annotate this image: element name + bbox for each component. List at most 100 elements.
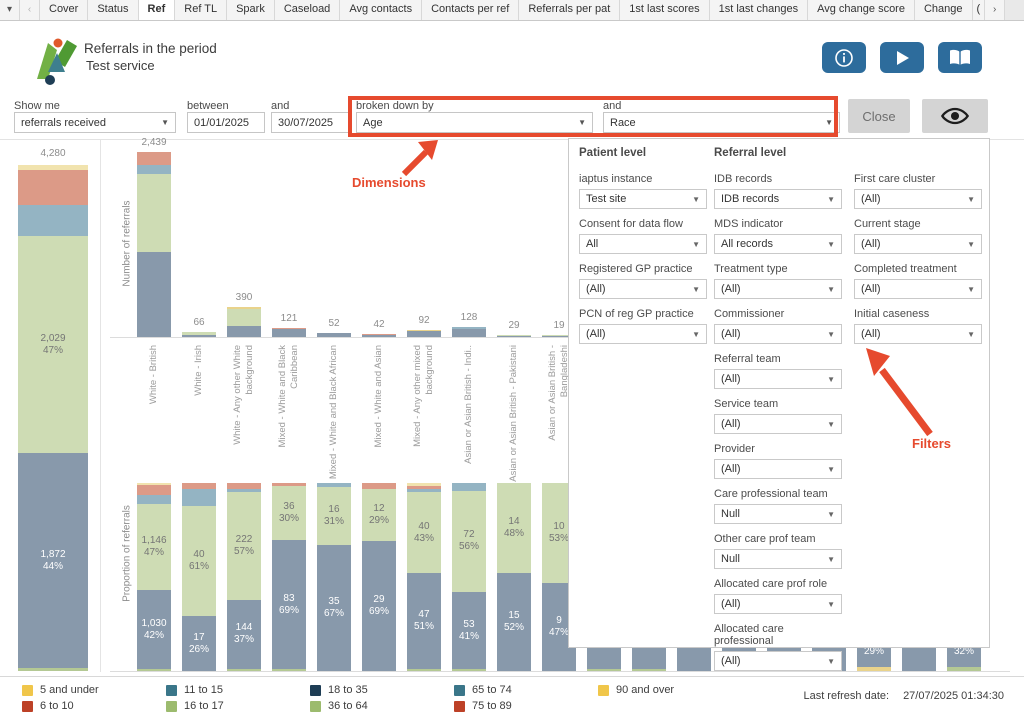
filter-field-value: (All): [586, 283, 606, 295]
legend-item-65-to-74[interactable]: 65 to 74: [454, 682, 598, 698]
filter-field-select[interactable]: (All) ▼: [714, 279, 842, 299]
tab-1st-last-scores[interactable]: 1st last scores: [620, 0, 710, 20]
upper-bar[interactable]: [272, 327, 306, 337]
upper-bar[interactable]: [182, 331, 216, 337]
book-icon: [950, 49, 970, 65]
lower-bar[interactable]: 222 57% 144 37%: [227, 483, 261, 671]
info-button[interactable]: [822, 42, 866, 73]
tab--[interactable]: (: [972, 0, 986, 20]
legend-item-75-to-89[interactable]: 75 to 89: [454, 698, 598, 714]
filter-field-label: Allocated care professional: [714, 623, 784, 647]
filter-field-select[interactable]: All records ▼: [714, 234, 842, 254]
tab-change[interactable]: Change: [914, 0, 973, 20]
lower-bar[interactable]: 40 43% 47 51%: [407, 483, 441, 671]
dimension-1-select[interactable]: Age ▼: [356, 112, 593, 133]
lower-bar[interactable]: 36 30% 83 69%: [272, 483, 306, 671]
bar-segment-greenSliver: [407, 669, 441, 671]
legend-item-18-to-35[interactable]: 18 to 35: [310, 682, 454, 698]
filter-field-select[interactable]: Null ▼: [714, 549, 842, 569]
legend-item-5-and-under[interactable]: 5 and under: [22, 682, 166, 698]
end-date-input[interactable]: 30/07/2025: [271, 112, 349, 133]
start-date-input[interactable]: 01/01/2025: [187, 112, 265, 133]
lower-bar[interactable]: 40 61% 17 26%: [182, 483, 216, 671]
tab-caseload[interactable]: Caseload: [274, 0, 341, 20]
legend-item-16-to-17[interactable]: 16 to 17: [166, 698, 310, 714]
filter-field-select[interactable]: (All) ▼: [714, 414, 842, 434]
lower-bar[interactable]: 16 31% 35 67%: [317, 483, 351, 671]
chevron-down-icon: ▼: [827, 656, 835, 666]
overall-stacked-bar[interactable]: 2,029 47% 1,872 44%: [18, 165, 88, 671]
tab-referrals-per-pat[interactable]: Referrals per pat: [519, 0, 621, 20]
tab-status[interactable]: Status: [88, 0, 139, 20]
upper-bar-value: 29: [508, 319, 520, 331]
bar-segment-yellowSliver: [407, 330, 441, 332]
filter-field-commissioner: Commissioner (All) ▼: [714, 308, 842, 344]
upper-bar[interactable]: [227, 307, 261, 337]
tab-ref[interactable]: Ref: [138, 0, 176, 20]
close-button[interactable]: Close: [848, 99, 910, 133]
chevron-down-icon: ▼: [827, 239, 835, 249]
filter-field-select[interactable]: Null ▼: [714, 504, 842, 524]
guide-button[interactable]: [938, 42, 982, 73]
filter-field-label: IDB records: [714, 173, 773, 185]
lower-bar[interactable]: 72 56% 53 41%: [452, 483, 486, 671]
filter-field-select[interactable]: (All) ▼: [579, 279, 707, 299]
filter-field-select[interactable]: (All) ▼: [854, 279, 982, 299]
lower-bar[interactable]: 1,146 47% 1,030 42%: [137, 483, 171, 671]
tab-forward-icon[interactable]: ›: [985, 0, 1006, 20]
tab-back-icon[interactable]: ‹: [20, 0, 40, 20]
filter-field-select[interactable]: (All) ▼: [854, 189, 982, 209]
filter-field-provider: Provider (All) ▼: [714, 443, 842, 479]
upper-bar[interactable]: [362, 333, 396, 337]
and-dim-label: and: [603, 100, 622, 112]
tab-contacts-per-ref[interactable]: Contacts per ref: [422, 0, 520, 20]
show-hide-filters-button[interactable]: [922, 99, 988, 133]
sheet-menu-icon[interactable]: ▾: [0, 0, 20, 20]
filter-field-select[interactable]: (All) ▼: [579, 324, 707, 344]
filter-field-select[interactable]: (All) ▼: [714, 459, 842, 479]
filter-field-select[interactable]: (All) ▼: [854, 324, 982, 344]
bar-segment-paleGreen: 12 29%: [362, 488, 396, 542]
legend-item-90-and-over[interactable]: 90 and over: [598, 682, 742, 698]
legend-item-11-to-15[interactable]: 11 to 15: [166, 682, 310, 698]
filter-section-header: Patient level: [579, 147, 647, 159]
bar-segment-paleGreen: [542, 335, 576, 336]
tab-spark[interactable]: Spark: [227, 0, 275, 20]
show-me-select[interactable]: referrals received ▼: [14, 112, 176, 133]
upper-bar[interactable]: [137, 152, 171, 337]
filter-field-iaptus-instance: iaptus instance Test site ▼: [579, 173, 707, 209]
filter-field-value: (All): [721, 598, 741, 610]
upper-bar[interactable]: [317, 333, 351, 337]
chevron-down-icon: ▼: [827, 284, 835, 294]
filter-field-select[interactable]: (All) ▼: [854, 234, 982, 254]
filter-field-select[interactable]: Test site ▼: [579, 189, 707, 209]
upper-bar[interactable]: [497, 334, 531, 337]
filter-field-select[interactable]: All ▼: [579, 234, 707, 254]
bar-segment-paleBlue: [227, 488, 261, 493]
filter-field-select[interactable]: (All) ▼: [714, 324, 842, 344]
filter-field-select[interactable]: (All) ▼: [714, 651, 842, 671]
tab-cover[interactable]: Cover: [40, 0, 89, 20]
legend-item-36-to-64[interactable]: 36 to 64: [310, 698, 454, 714]
dimension-1-value: Age: [363, 116, 383, 129]
tab-avg-change-score[interactable]: Avg change score: [808, 0, 915, 20]
upper-bar[interactable]: [542, 335, 576, 337]
bar-segment-label: 14 48%: [503, 516, 524, 540]
filter-field-select[interactable]: (All) ▼: [714, 594, 842, 614]
filter-field-select[interactable]: IDB records ▼: [714, 189, 842, 209]
tab-avg-contacts[interactable]: Avg contacts: [340, 0, 423, 20]
dimension-2-select[interactable]: Race ▼: [603, 112, 840, 133]
tab-ref-tl[interactable]: Ref TL: [175, 0, 228, 20]
legend-item-6-to-10[interactable]: 6 to 10: [22, 698, 166, 714]
filter-column-2: Referral level IDB records IDB records ▼ MDS…: [714, 147, 842, 680]
legend-swatch: [598, 684, 609, 696]
play-button[interactable]: [880, 42, 924, 73]
filter-field-select[interactable]: (All) ▼: [714, 369, 842, 389]
tab-1st-last-changes[interactable]: 1st last changes: [709, 0, 809, 20]
lower-bar[interactable]: 14 48% 15 52%: [497, 483, 531, 671]
upper-bar[interactable]: [452, 327, 486, 337]
upper-bar[interactable]: [407, 330, 441, 337]
filter-column-1: Patient level iaptus instance Test site ▼ Co…: [579, 147, 707, 353]
chevron-down-icon: ▼: [827, 329, 835, 339]
lower-bar[interactable]: 12 29% 29 69%: [362, 483, 396, 671]
